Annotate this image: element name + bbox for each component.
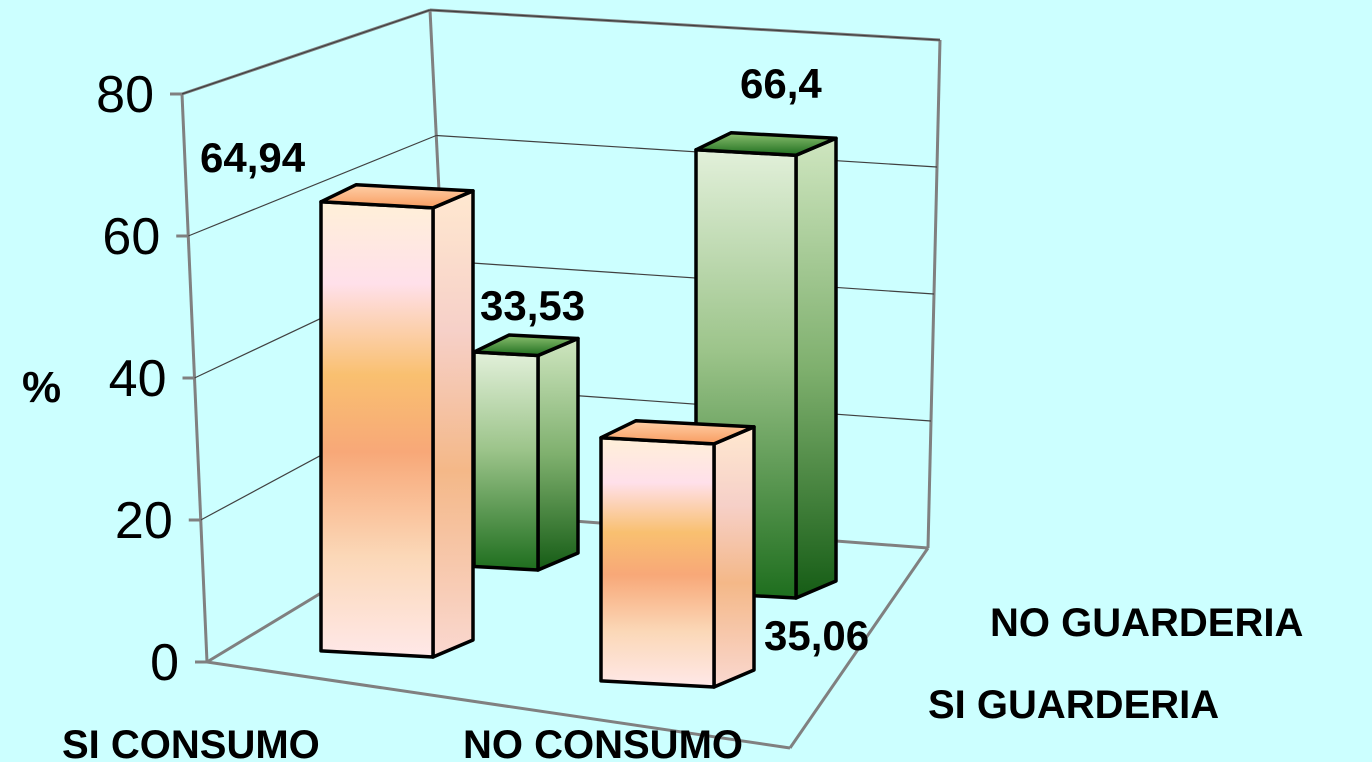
data-label: 64,94: [200, 134, 306, 181]
bars: [319, 131, 838, 689]
y-tick-label: 80: [96, 66, 154, 124]
gridline-back: [429, 9, 941, 41]
gridline-side: [181, 9, 431, 95]
gridline-back: [436, 134, 938, 168]
bar-side-face: [712, 425, 756, 689]
x-tick-label-si-consumo: SI CONSUMO: [62, 723, 320, 762]
bar-top-face: [694, 131, 838, 158]
data-label: 33,53: [480, 282, 585, 329]
gridline-side: [188, 134, 437, 237]
bar-0-0: [319, 183, 475, 659]
bar-top-face: [599, 418, 756, 446]
y-tick-label: 20: [115, 492, 173, 550]
bar-front-face: [319, 200, 435, 659]
bar-1-0: [472, 333, 580, 572]
y-tick-label: 60: [102, 208, 160, 266]
bar-front-face: [599, 435, 716, 689]
y-tick-label: 0: [150, 634, 179, 692]
bar-side-face: [794, 136, 838, 600]
y-tick-label: 40: [109, 350, 167, 408]
data-labels: 33,53 66,4 64,94 35,06: [200, 60, 869, 659]
gridline-back: [442, 260, 935, 295]
bar-top-face: [472, 333, 580, 358]
depth-label-si-guarderia: SI GUARDERIA: [928, 683, 1219, 727]
y-axis-label: %: [22, 363, 61, 412]
depth-axis: NO GUARDERIA SI GUARDERIA: [928, 601, 1303, 727]
bar-side-face: [431, 189, 475, 659]
depth-label-no-guarderia: NO GUARDERIA: [990, 601, 1303, 645]
data-label: 66,4: [740, 60, 822, 107]
y-axis: 0 20 40 60 80: [96, 66, 207, 692]
data-label: 35,06: [764, 612, 869, 659]
bar-front-face: [472, 350, 540, 572]
bar-top-face: [319, 183, 475, 210]
x-axis: SI CONSUMO NO CONSUMO: [62, 723, 743, 762]
bar-0-1: [599, 418, 756, 689]
x-tick-label-no-consumo: NO CONSUMO: [463, 723, 743, 762]
bar-side-face: [536, 336, 580, 572]
